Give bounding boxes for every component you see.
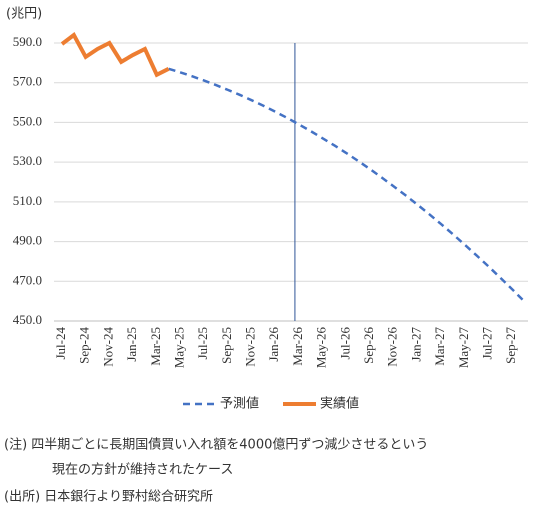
series-line	[60, 32, 170, 78]
x-tick-label: Jul-25	[195, 327, 210, 360]
x-tick-label: Sep-27	[503, 327, 518, 364]
y-tick-label: 490.0	[13, 233, 42, 248]
x-tick-label: Nov-25	[243, 327, 258, 367]
x-tick-label: May-27	[456, 327, 471, 369]
x-tick-label: Sep-24	[77, 327, 92, 364]
legend-label: 実績値	[320, 396, 359, 412]
unit-label: (兆円)	[6, 7, 42, 22]
y-tick-label: 450.0	[13, 312, 42, 327]
series-line	[168, 67, 525, 303]
x-tick-label: Jul-27	[479, 327, 494, 360]
legend-label: 予測値	[220, 396, 259, 412]
note: 現在の方針が維持されたケース	[52, 462, 233, 478]
y-tick-label: 590.0	[13, 34, 42, 49]
y-tick-label: 550.0	[13, 113, 42, 128]
y-tick-label: 570.0	[13, 74, 42, 89]
note: (注) 四半期ごとに長期国債買い入れ額を4000億円ずつ減少させるという	[4, 437, 428, 453]
note: (出所) 日本銀行より野村総合研究所	[4, 490, 213, 505]
x-tick-label: Nov-26	[385, 327, 400, 367]
x-tick-label: Jul-24	[53, 327, 68, 360]
x-tick-label: Mar-25	[148, 327, 163, 366]
y-tick-label: 510.0	[13, 193, 42, 208]
x-tick-label: Jan-26	[266, 327, 281, 362]
x-tick-label: Nov-24	[100, 327, 115, 367]
x-tick-label: Mar-27	[432, 327, 447, 366]
x-tick-label: Sep-26	[361, 327, 376, 364]
x-tick-label: Jan-27	[408, 327, 423, 362]
x-tick-label: Jul-26	[337, 327, 352, 360]
x-tick-label: Sep-25	[219, 327, 234, 364]
x-tick-label: Mar-26	[290, 327, 305, 366]
y-tick-label: 530.0	[13, 153, 42, 168]
x-tick-label: Jan-25	[124, 327, 139, 362]
x-tick-label: May-26	[314, 327, 329, 369]
y-tick-label: 470.0	[13, 272, 42, 287]
x-tick-label: May-25	[171, 327, 186, 368]
